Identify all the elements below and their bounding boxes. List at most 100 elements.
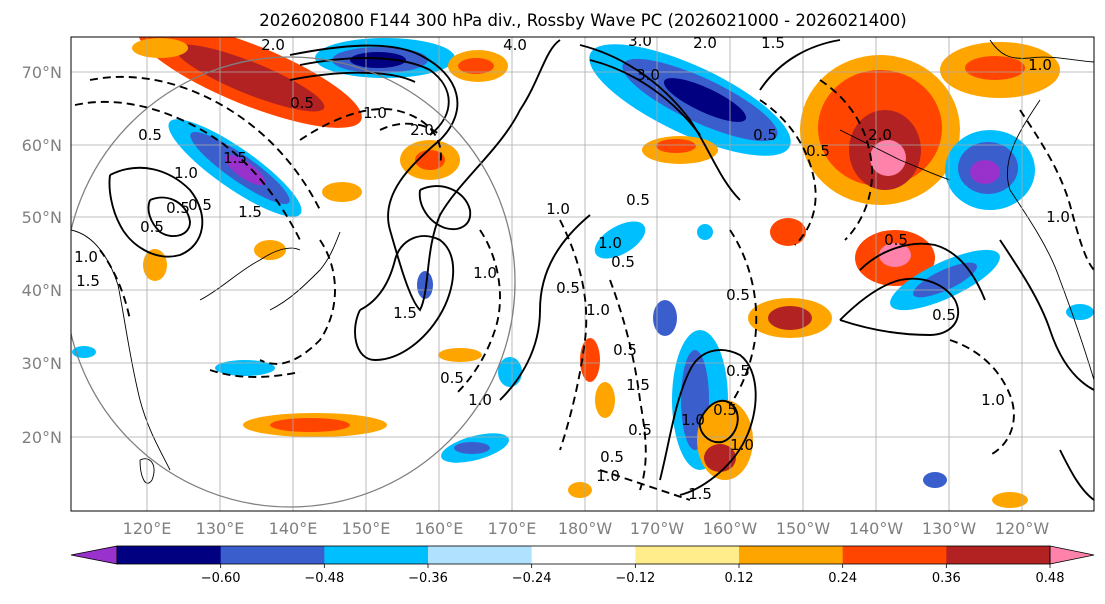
contour-solid (1059, 449, 1094, 501)
contour-solid (839, 277, 960, 336)
conv-blob (663, 78, 747, 122)
colorbar-frame (116, 545, 1051, 565)
colorbar-swatch (428, 546, 533, 564)
contour-label: 0.5 (713, 401, 737, 419)
contour-label: 1.0 (730, 436, 754, 454)
contour-label: 1.0 (473, 264, 497, 282)
colorbar-tick-label: −0.48 (304, 571, 344, 586)
latitude-labels: 70°N 60°N 50°N 40°N 30°N 20°N (22, 63, 62, 447)
contour-dashed (379, 122, 441, 136)
colorbar-swatch (220, 546, 325, 564)
contour-label: 1.0 (1028, 56, 1052, 74)
div-blob (254, 240, 286, 260)
div-blob (175, 44, 325, 112)
contour-solid (418, 185, 472, 230)
conv-blob (653, 300, 677, 336)
contour-label: 1.0 (468, 391, 492, 409)
contour-dashed (949, 339, 1015, 456)
lon-tick-label: 130°E (196, 519, 245, 538)
contour-label: 0.5 (626, 191, 650, 209)
contour-label: 3.0 (636, 66, 660, 84)
contour-solid (354, 235, 455, 361)
colorbar-tick-label: 0.24 (828, 571, 857, 586)
lat-tick-label: 60°N (22, 136, 62, 155)
contour-dashed (74, 100, 301, 241)
contour-label: 0.5 (613, 341, 637, 359)
div-blob (965, 56, 1025, 80)
contour-dashed (1019, 109, 1094, 271)
contour-dashed (559, 219, 588, 451)
contour-dashed (819, 79, 873, 241)
lon-tick-label: 180°W (558, 519, 613, 538)
conv-blob (72, 346, 96, 358)
div-blob (322, 182, 362, 202)
conv-blob (697, 224, 713, 240)
lon-tick-label: 150°E (342, 519, 391, 538)
contour-solid (108, 166, 204, 258)
colorbar-swatch (946, 546, 1051, 564)
div-blob (132, 38, 188, 58)
conv-blob (417, 271, 433, 299)
contour-solid (299, 57, 450, 136)
contour-label: 1.5 (238, 203, 262, 221)
colorbar-extend-low (70, 545, 118, 565)
colorbar-swatch (635, 546, 740, 564)
colorbar-tick-label: 0.12 (725, 571, 754, 586)
colorbar-swatch (324, 546, 429, 564)
colorbar: −0.60 −0.48 −0.36 −0.24 −0.12 0.12 0.24 0.36 0.4… (70, 545, 1095, 586)
coastline (139, 458, 155, 484)
div-blob (568, 482, 592, 498)
contour-label: 0.5 (628, 421, 652, 439)
contour-dashed (609, 279, 647, 491)
div-blob (992, 492, 1028, 508)
contour-label: 1.5 (688, 485, 712, 503)
colorbar-tick-label: −0.36 (408, 571, 448, 586)
contour-label: 0.5 (188, 196, 212, 214)
conv-blob (1066, 304, 1094, 320)
contour-label: 2.0 (868, 126, 892, 144)
figure-title: 2026020800 F144 300 hPa div., Rossby Wav… (259, 11, 907, 30)
colorbar-tick-label: 0.36 (932, 571, 961, 586)
contour-labels: 3.0 2.0 1.54.02.03.00.51.00.5 2.01.51.00.50… (74, 32, 1070, 503)
contour-dashed (259, 239, 336, 365)
conv-blob (912, 262, 978, 298)
contour-label: 1.0 (363, 104, 387, 122)
contour-dashed (599, 469, 691, 501)
colorbar-tick-label: 0.48 (1036, 571, 1065, 586)
map-panel: 3.0 2.0 1.54.02.03.00.51.00.5 2.01.51.00.50… (22, 32, 1095, 538)
lat-tick-label: 70°N (22, 63, 62, 82)
lon-tick-label: 150°W (776, 519, 831, 538)
lon-tick-label: 140°W (849, 519, 904, 538)
contour-label: 0.5 (138, 126, 162, 144)
contour-label: 1.0 (74, 248, 98, 266)
coastline (989, 39, 1094, 63)
contour-label: 0.5 (726, 362, 750, 380)
contour-label: 0.5 (753, 126, 777, 144)
contour-dashed (299, 108, 442, 166)
conv-blob (498, 357, 522, 387)
contour-label: 1.0 (681, 411, 705, 429)
coastline (839, 129, 951, 181)
contour-label: 1.0 (546, 200, 570, 218)
colorbar-tick-label: −0.24 (512, 571, 552, 586)
lon-tick-label: 140°E (269, 519, 318, 538)
contour-dashed (729, 229, 758, 406)
contour-dashed (759, 99, 817, 246)
contour-label: 0.5 (556, 279, 580, 297)
lon-tick-label: 170°W (630, 519, 685, 538)
contour-label: 3.0 (628, 32, 652, 50)
longitude-labels: 120°E 130°E 140°E 150°E 160°E 170°E 180°W 170°W… (123, 519, 1050, 538)
contour-solid (289, 71, 416, 83)
colorbar-tick-label: −0.12 (615, 571, 655, 586)
contour-label: 1.5 (76, 272, 100, 290)
contour-label: 1.5 (761, 34, 785, 52)
contour-label: 1.0 (981, 391, 1005, 409)
lon-tick-label: 160°E (415, 519, 464, 538)
contour-label: 0.5 (600, 448, 624, 466)
div-blob (656, 139, 696, 153)
lat-tick-label: 50°N (22, 208, 62, 227)
colorbar-swatch (739, 546, 844, 564)
contour-solid (759, 39, 841, 91)
div-blob (770, 218, 806, 246)
